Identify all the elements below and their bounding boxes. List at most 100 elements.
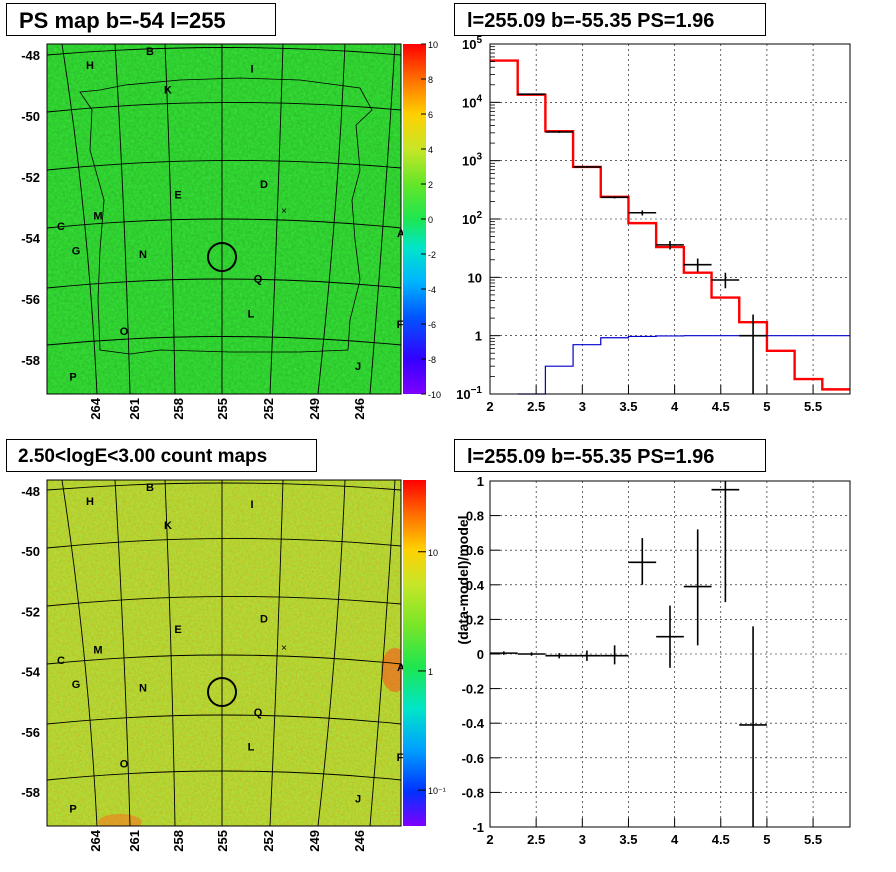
y-tick-label: -0.4 xyxy=(462,716,485,731)
count-map-title: 2.50<logE<3.00 count maps xyxy=(6,439,317,472)
y-tick-label: 1 xyxy=(475,329,482,344)
colorbar-tick-label: 0 xyxy=(428,215,433,225)
y-tick-label: 10 xyxy=(468,270,482,285)
y-tick-label: -1 xyxy=(472,820,484,835)
lat-tick-label: -52 xyxy=(21,170,40,185)
region-letter-f: F xyxy=(397,752,404,764)
lat-tick-label: -50 xyxy=(21,544,40,559)
x-tick-label: 3 xyxy=(579,832,586,847)
lat-tick-label: -58 xyxy=(21,353,40,368)
y-tick-label: 0.4 xyxy=(466,578,485,593)
lat-tick-label: -50 xyxy=(21,109,40,124)
x-tick-label: 2.5 xyxy=(527,832,545,847)
ps-map-graticule xyxy=(47,44,401,394)
x-tick-label: 2.5 xyxy=(527,399,545,414)
count-map-heatmap xyxy=(47,480,401,826)
colorbar-tick-label: -4 xyxy=(428,285,436,295)
region-letter-k: K xyxy=(164,85,172,97)
x-tick-label: 3 xyxy=(579,399,586,414)
region-letter-d: D xyxy=(260,179,268,191)
count-map-lon-ticks: 264 261 258 255 252 249 246 xyxy=(88,829,367,851)
residual-point xyxy=(517,652,546,656)
ps-map-roi-boundary xyxy=(79,77,373,355)
count-map-cross-marker: × xyxy=(281,643,287,654)
y-tick-label: 105 xyxy=(462,35,482,52)
colorbar-tick-label: -6 xyxy=(428,320,436,330)
y-tick-label: 0.6 xyxy=(466,543,484,558)
residual-y-ticks: 1 0.8 0.6 0.4 0.2 0 -0.2 -0.4 -0.6 -0.8 -1 xyxy=(462,474,500,835)
region-letter-e: E xyxy=(174,624,181,636)
region-letter-k: K xyxy=(164,520,172,532)
colorbar-tick-label: 8 xyxy=(428,75,433,85)
lon-tick-label: 261 xyxy=(127,398,142,420)
count-map-lat-ticks: -48 -50 -52 -54 -56 -58 xyxy=(21,484,41,800)
count-map-panel: × B H I K E D C M G N Q A L F O P J 10 1 10⁻¹ -48 -50 -52 -54… xyxy=(21,479,446,852)
lon-tick-label: 258 xyxy=(171,830,186,852)
residual-x-ticks: 2 2.5 3 3.5 4 4.5 5 5.5 xyxy=(486,818,822,847)
y-tick-label: 102 xyxy=(462,210,482,227)
region-letter-p: P xyxy=(69,804,76,816)
lat-tick-label: -56 xyxy=(21,292,40,307)
data-errorbar xyxy=(739,314,767,394)
ps-map-lon-ticks: 264 261 258 255 252 249 246 xyxy=(88,397,367,419)
colorbar-tick-label: 4 xyxy=(428,145,433,155)
residual-point xyxy=(490,651,518,655)
lat-tick-label: -52 xyxy=(21,604,40,619)
region-letter-j: J xyxy=(355,793,361,805)
y-tick-label: 0.2 xyxy=(466,612,484,627)
residual-point xyxy=(573,650,601,661)
spectrum-x-ticks: 2 2.5 3 3.5 4 4.5 5 5.5 xyxy=(486,385,822,414)
region-letter-l: L xyxy=(248,309,255,321)
count-map-graticule xyxy=(47,480,401,826)
ps-map-region-letters: B H I K E D C M G N Q A L F O P J xyxy=(57,46,405,384)
region-letter-c: C xyxy=(57,655,65,667)
residual-point xyxy=(628,538,657,585)
ps-map-panel: × B H I K E D C M G N Q A L F O P J 10 8 6 4 2 0 -2 -4 -6 -8 -10 -… xyxy=(21,40,441,420)
data-errorbar xyxy=(573,166,601,168)
residual-point xyxy=(683,529,712,646)
x-tick-label: 4 xyxy=(671,832,679,847)
region-letter-f: F xyxy=(397,319,404,331)
region-letter-g: G xyxy=(72,679,81,691)
x-tick-label: 5 xyxy=(763,399,770,414)
region-letter-b: B xyxy=(146,46,154,58)
colorbar-tick-label: -8 xyxy=(428,355,436,365)
colorbar-tick-label: 1 xyxy=(428,667,433,677)
colorbar-tick-label: 6 xyxy=(428,110,433,120)
data-errorbar xyxy=(517,93,546,95)
data-errorbar xyxy=(656,240,684,250)
y-tick-label: 1 xyxy=(477,474,484,489)
lon-tick-label: 252 xyxy=(261,830,276,852)
y-tick-label: 0 xyxy=(477,647,484,662)
region-letter-d: D xyxy=(260,613,268,625)
region-letter-a: A xyxy=(397,228,405,240)
region-letter-a: A xyxy=(397,662,405,674)
ps-map-lat-ticks: -48 -50 -52 -54 -56 -58 xyxy=(21,48,41,368)
lon-tick-label: 255 xyxy=(215,830,230,852)
region-letter-o: O xyxy=(120,326,129,338)
ps-map-title: PS map b=-54 l=255 xyxy=(6,3,276,36)
count-map-hotspot-p xyxy=(98,814,142,826)
region-letter-h: H xyxy=(86,60,94,72)
region-letter-i: I xyxy=(250,64,253,76)
region-letter-l: L xyxy=(248,741,255,753)
lat-tick-label: -48 xyxy=(21,48,40,63)
lon-tick-label: 255 xyxy=(215,398,230,420)
region-letter-p: P xyxy=(69,372,76,384)
region-letter-q: Q xyxy=(254,274,263,286)
ps-map-colorbar-ticks: 10 8 6 4 2 0 -2 -4 -6 -8 -10 xyxy=(421,40,441,400)
y-tick-label: -0.2 xyxy=(462,682,484,697)
x-tick-label: 4.5 xyxy=(712,832,730,847)
residual-point xyxy=(711,481,740,603)
colorbar-tick-label: 2 xyxy=(428,180,433,190)
colorbar-tick-label: 10⁻¹ xyxy=(428,786,446,796)
lon-tick-label: 249 xyxy=(307,830,322,852)
count-map-target-circle xyxy=(207,677,237,707)
lat-tick-label: -58 xyxy=(21,785,40,800)
region-letter-b: B xyxy=(146,482,154,494)
region-letter-g: G xyxy=(72,246,81,258)
lon-tick-label: 246 xyxy=(352,398,367,420)
